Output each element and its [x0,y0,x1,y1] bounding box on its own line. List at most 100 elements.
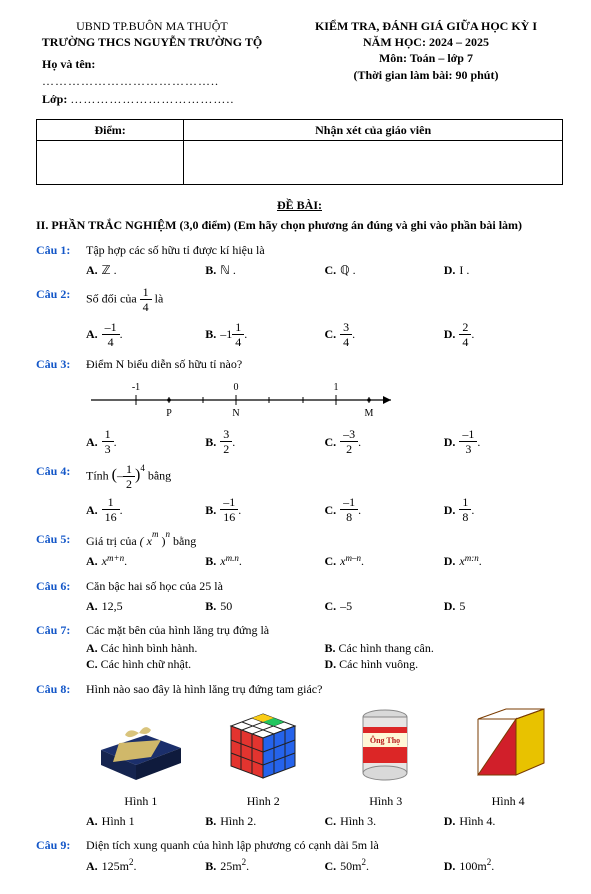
q7-D: D. Các hình vuông. [325,656,564,672]
milk-can-icon: Ông Thọ [353,707,418,785]
tick-one: 1 [334,382,339,393]
q9-B: B.25m2. [205,858,324,874]
q8-D: D.Hình 4. [444,813,563,829]
name-line: Họ và tên: ………………………………….. [42,56,268,88]
q1-A: A.ℤ . [86,262,205,278]
exam-title: KIỂM TRA, ĐÁNH GIÁ GIỮA HỌC KỲ I [289,18,563,34]
score-header: Điểm: [37,119,184,140]
exam-subject: Môn: Toán – lớp 7 [289,50,563,66]
q4-D: D.18. [444,496,563,523]
fig3-caption: Hình 3 [331,793,441,809]
q5-A: A.xm+n. [86,553,205,569]
point-N: N [232,408,239,419]
comment-header: Nhận xét của giáo viên [184,119,563,140]
class-label: Lớp: [42,92,70,106]
question-7: Câu 7: Các mặt bên của hình lăng trụ đứn… [36,622,563,673]
question-6: Câu 6: Căn bậc hai số học của 25 là A.12… [36,578,563,614]
q6-label: Câu 6: [36,578,86,614]
question-3: Câu 3: Điểm N biểu diễn số hữu tỉ nào? [36,356,563,455]
fig-2: Hình 2 [208,710,318,809]
q9-text: Diện tích xung quanh của hình lập phương… [86,837,563,853]
comment-cell [184,141,563,185]
header: UBND TP.BUÔN MA THUỘT TRƯỜNG THCS NGUYỄN… [36,18,563,109]
q6-text: Căn bậc hai số học của 25 là [86,578,563,594]
q9-C: C.50m2. [325,858,444,874]
q2-B: B. –114. [205,321,324,348]
q8-text: Hình nào sao đây là hình lăng trụ đứng t… [86,681,563,697]
q1-text: Tập hợp các số hữu tỉ được kí hiệu là [86,242,563,258]
q3-D: D.–13. [444,428,563,455]
q6-B: B.50 [205,598,324,614]
q1-C: C.ℚ . [325,262,444,278]
q8-C: C.Hình 3. [325,813,444,829]
q7-text: Các mặt bên của hình lăng trụ đứng là [86,622,563,638]
q6-A: A.12,5 [86,598,205,614]
exam-duration: (Thời gian làm bài: 90 phút) [289,67,563,83]
svg-text:Ông Thọ: Ông Thọ [370,735,400,745]
exam-year: NĂM HỌC: 2024 – 2025 [289,34,563,50]
fig-3: Ông Thọ Hình 3 [331,707,441,809]
q4-A: A.116. [86,496,205,523]
question-5: Câu 5: Giá trị của ( xm )n bằng A.xm+n. … [36,531,563,569]
q8-B: B.Hình 2. [205,813,324,829]
q6-D: D.5 [444,598,563,614]
q7-A: A. Các hình bình hành. [86,640,325,656]
q7-C: C. Các hình chữ nhật. [86,656,325,672]
header-left: UBND TP.BUÔN MA THUỘT TRƯỜNG THCS NGUYỄN… [36,18,268,109]
question-1: Câu 1: Tập hợp các số hữu tỉ được kí hiệ… [36,242,563,278]
number-line: -1 0 1 P N M [86,378,563,424]
fig2-caption: Hình 2 [208,793,318,809]
name-dots: ………………………………….. [42,74,219,88]
q4-label: Câu 4: [36,463,86,523]
committee: UBND TP.BUÔN MA THUỘT [36,18,268,34]
tick-neg1: -1 [132,382,140,393]
q7-label: Câu 7: [36,622,86,673]
q5-D: D.xm:n. [444,553,563,569]
q3-C: C.–32. [325,428,444,455]
q3-A: A.13. [86,428,205,455]
q5-C: C.xm–n. [325,553,444,569]
q4-C: C.–18. [325,496,444,523]
question-9: Câu 9: Diện tích xung quanh của hình lập… [36,837,563,873]
question-4: Câu 4: Tính (–12)4 bằng A.116. B.–116. C… [36,463,563,523]
q1-D: D.I . [444,262,563,278]
fig-1: Hình 1 [86,715,196,809]
q2-A: A. –14. [86,321,205,348]
question-2: Câu 2: Số đối của 14 là A. –14. B. –114.… [36,286,563,348]
q2-label: Câu 2: [36,286,86,348]
section-title: II. PHẦN TRẮC NGHIỆM (3,0 điểm) (Em hãy … [36,217,563,233]
q3-label: Câu 3: [36,356,86,455]
fig-4: Hình 4 [453,703,563,809]
q2-text: Số đối của 14 là [86,286,563,313]
grade-table: Điểm: Nhận xét của giáo viên [36,119,563,185]
q4-text: Tính (–12)4 bằng [86,463,563,490]
point-M: M [365,408,374,419]
point-P: P [166,408,172,419]
fig4-caption: Hình 4 [453,793,563,809]
q7-B: B. Các hình thang cân. [325,640,564,656]
q2-D: D. 24. [444,321,563,348]
school: TRƯỜNG THCS NGUYỄN TRƯỜNG TỘ [36,34,268,50]
debai-heading: ĐỀ BÀI: [36,197,563,213]
q9-label: Câu 9: [36,837,86,873]
q8-A: A.Hình 1 [86,813,205,829]
q5-B: B.xm.n. [205,553,324,569]
q3-text: Điểm N biểu diễn số hữu tỉ nào? [86,356,563,372]
q5-text: Giá trị của ( xm )n bằng [86,531,563,549]
fig1-caption: Hình 1 [86,793,196,809]
q6-C: C.–5 [325,598,444,614]
rubik-cube-icon [223,710,303,785]
score-cell [37,141,184,185]
gift-box-icon [91,715,191,785]
q2-C: C. 34. [325,321,444,348]
q5-label: Câu 5: [36,531,86,569]
q9-D: D.100m2. [444,858,563,874]
triangular-prism-icon [466,703,551,785]
class-line: Lớp: ……………………………….. [42,91,268,107]
name-label: Họ và tên: [42,57,95,71]
class-dots: ……………………………….. [70,92,234,106]
q9-A: A.125m2. [86,858,205,874]
q8-label: Câu 8: [36,681,86,830]
q4-B: B.–116. [205,496,324,523]
question-8: Câu 8: Hình nào sao đây là hình lăng trụ… [36,681,563,830]
